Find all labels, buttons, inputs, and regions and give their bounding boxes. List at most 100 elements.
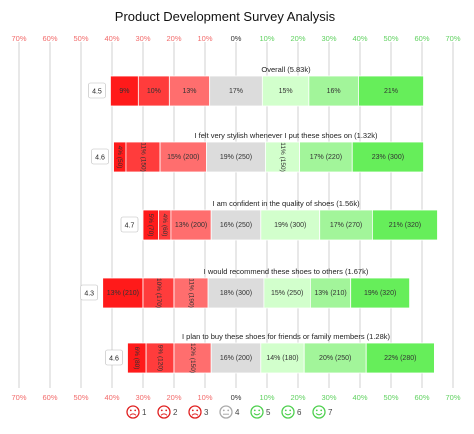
bar-segment	[351, 141, 424, 173]
tick-label: 20%	[166, 34, 181, 43]
bar-segment	[207, 277, 265, 309]
bar-segment	[102, 277, 144, 309]
row-label: I felt very stylish whenever I put these…	[194, 131, 378, 140]
segment-label: 16% (250)	[220, 222, 252, 229]
face-eye	[222, 409, 225, 412]
segment-label: 16% (200)	[220, 355, 252, 362]
tick-label: 50%	[73, 34, 88, 43]
segment-label: 11% (150)	[279, 142, 286, 172]
tick-label: 40%	[104, 393, 119, 402]
bar-segment	[358, 75, 424, 107]
face-eye	[165, 409, 168, 412]
tick-label: 70%	[445, 34, 460, 43]
legend-label: 5	[266, 408, 271, 417]
segment-label: 23% (300)	[372, 154, 404, 161]
segment-label: 11% (190)	[187, 278, 194, 308]
face-eye	[227, 409, 230, 412]
segment-label: 19% (320)	[364, 290, 396, 297]
tick-label: 40%	[104, 34, 119, 43]
mean-box	[80, 284, 98, 301]
bar-segment	[142, 277, 175, 309]
bar-segment	[309, 277, 352, 309]
row-label: I would recommend these shoes to others …	[204, 267, 369, 276]
segment-label: 13% (210)	[107, 290, 139, 297]
bar-row: Overall (5.83k) 4.5 9% 10% 13% 17% 15% 16% 21%	[88, 65, 424, 107]
bar-row: I am confident in the quality of shoes (…	[120, 199, 438, 241]
segment-label: 17%	[229, 88, 243, 95]
tick-label: 10%	[197, 34, 212, 43]
legend: 1 2 3 4 5 6 7	[126, 405, 333, 419]
tick-label: 0%	[231, 393, 242, 402]
legend-label: 3	[204, 408, 209, 417]
face-mouth	[315, 413, 323, 416]
face-eye	[315, 409, 318, 412]
legend-label: 1	[142, 408, 147, 417]
tick-label: 20%	[290, 34, 305, 43]
row-label: Overall (5.83k)	[261, 65, 311, 74]
face-mouth	[191, 413, 199, 416]
legend-label: 2	[173, 408, 178, 417]
segment-label: 5% (70)	[147, 214, 154, 237]
face-eye	[129, 409, 132, 412]
bar-segment	[265, 141, 300, 173]
tick-label: 40%	[352, 393, 367, 402]
face-icon	[219, 405, 233, 419]
segment-label: 6% (80)	[133, 347, 140, 370]
segment-label: 13%	[182, 88, 196, 95]
tick-label: 30%	[321, 34, 336, 43]
tick-label: 60%	[42, 34, 57, 43]
bar-segment	[210, 342, 262, 374]
bar-segment	[206, 141, 266, 173]
bar-segment	[137, 75, 170, 107]
bar-segment	[260, 209, 321, 241]
segment-label: 4% (60)	[161, 214, 168, 237]
face-icon	[188, 405, 202, 419]
tick-label: 0%	[231, 34, 242, 43]
face-mouth	[284, 413, 292, 416]
segment-label: 11% (150)	[139, 142, 146, 172]
segment-label: 20% (250)	[319, 355, 351, 362]
bars: Overall (5.83k) 4.5 9% 10% 13% 17% 15% 16% 21% I …	[80, 65, 438, 374]
segment-label: 10%	[147, 88, 161, 95]
bar-segment	[209, 75, 263, 107]
face-mouth	[129, 413, 137, 416]
bar-segment	[371, 209, 438, 241]
axis-ticks-top: 70% 60% 50% 40% 30% 20% 10% 0% 10% 20% 30% 40% 50% 60…	[11, 34, 460, 43]
segment-label: 10% (170)	[155, 278, 162, 308]
legend-item: 7	[312, 405, 333, 419]
face-icon	[312, 405, 326, 419]
segment-label: 13% (200)	[175, 222, 207, 229]
bar-segment	[170, 209, 212, 241]
segment-label: 21% (320)	[389, 222, 421, 229]
legend-item: 2	[157, 405, 178, 419]
tick-label: 10%	[197, 393, 212, 402]
segment-label: 15%	[279, 88, 293, 95]
segment-label: 19% (250)	[220, 154, 252, 161]
bar-segment	[308, 75, 359, 107]
tick-label: 30%	[135, 393, 150, 402]
legend-item: 5	[250, 405, 271, 419]
face-eye	[191, 409, 194, 412]
segment-label: 17% (220)	[310, 154, 342, 161]
face-eye	[134, 409, 137, 412]
segment-label: 9% (120)	[156, 345, 163, 371]
face-mouth	[253, 413, 261, 416]
face-icon	[250, 405, 264, 419]
segment-label: 17% (270)	[330, 222, 362, 229]
bar-segment	[365, 342, 435, 374]
tick-label: 20%	[290, 393, 305, 402]
tick-label: 20%	[166, 393, 181, 402]
legend-label: 4	[235, 408, 240, 417]
bar-segment	[319, 209, 373, 241]
segment-label: 15% (250)	[271, 290, 303, 297]
face-icon	[281, 405, 295, 419]
bar-segment	[159, 141, 207, 173]
face-eye	[196, 409, 199, 412]
tick-label: 40%	[352, 34, 367, 43]
face-eye	[284, 409, 287, 412]
axis-ticks-bottom: 70% 60% 50% 40% 30% 20% 10% 0% 10% 20% 30% 40% 50% 60…	[11, 393, 460, 402]
chart-title: Product Development Survey Analysis	[115, 9, 336, 24]
bar-segment	[145, 342, 175, 374]
mean-box	[105, 349, 123, 366]
